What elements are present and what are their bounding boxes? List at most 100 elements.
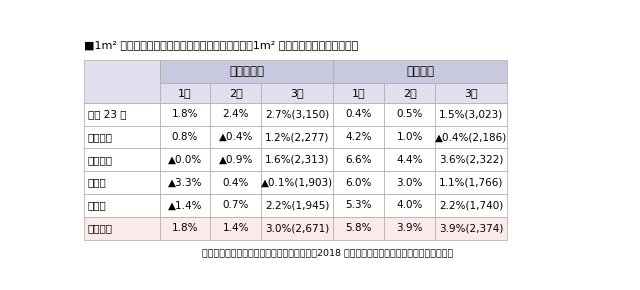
Text: ■1m² あたり成約賃料の前年同月比　（カッコ内：1m² あたり成約賃料、単位円）: ■1m² あたり成約賃料の前年同月比 （カッコ内：1m² あたり成約賃料、単位円… [84,40,358,50]
Bar [333,171,384,194]
Bar [333,194,384,217]
Text: 3.9%: 3.9% [396,223,423,233]
Text: 2月: 2月 [403,88,417,98]
Bar [384,217,435,240]
Bar [159,171,211,194]
Bar [261,217,333,240]
Text: ▲1.4%: ▲1.4% [168,200,202,211]
Bar [84,217,159,240]
Text: 1月: 1月 [178,88,192,98]
Text: 1.4%: 1.4% [223,223,249,233]
Bar [333,126,384,148]
Text: 3月: 3月 [464,88,478,98]
Text: 6.6%: 6.6% [346,155,372,165]
Bar [333,103,384,126]
Bar [159,83,211,103]
Text: 2.4%: 2.4% [223,109,249,119]
Text: 神奈川県: 神奈川県 [88,155,113,165]
Bar [333,217,384,240]
Bar [333,61,507,83]
Text: 3.9%(2,374): 3.9%(2,374) [439,223,503,233]
Text: 1.1%(1,766): 1.1%(1,766) [439,177,503,188]
Bar [435,148,507,171]
Bar [384,103,435,126]
Bar [435,83,507,103]
Bar [84,194,159,217]
Bar [261,194,333,217]
Text: 4.2%: 4.2% [346,132,372,142]
Text: ▲0.0%: ▲0.0% [168,155,202,165]
Bar [159,126,211,148]
Text: ▲0.1%(1,903): ▲0.1%(1,903) [261,177,333,188]
Bar [333,83,384,103]
Text: マンション: マンション [229,65,264,78]
Text: 3.6%(2,322): 3.6%(2,322) [439,155,503,165]
Text: 1.0%: 1.0% [396,132,422,142]
Bar [211,148,261,171]
Bar [384,83,435,103]
Bar [84,103,159,126]
Bar [261,126,333,148]
Text: 千葉県: 千葉県 [88,200,107,211]
Bar [435,126,507,148]
Bar [384,126,435,148]
Bar [84,171,159,194]
Bar [435,171,507,194]
Bar [211,217,261,240]
Bar [211,103,261,126]
Bar [159,61,333,83]
Bar [84,126,159,148]
Bar [435,217,507,240]
Text: 出典：「首都圏の居住用賃貸物件成約動向（2018 年１月、２月、３月）」アットホーム調べ: 出典：「首都圏の居住用賃貸物件成約動向（2018 年１月、２月、３月）」アットホ… [202,249,454,258]
Text: 1.5%(3,023): 1.5%(3,023) [439,109,503,119]
Text: 0.7%: 0.7% [223,200,249,211]
Text: 6.0%: 6.0% [346,177,372,188]
Text: ▲3.3%: ▲3.3% [168,177,202,188]
Text: 0.8%: 0.8% [172,132,198,142]
Bar [211,83,261,103]
Bar [261,83,333,103]
Text: 2.7%(3,150): 2.7%(3,150) [265,109,330,119]
Text: 3.0%: 3.0% [396,177,422,188]
Bar [384,148,435,171]
Bar [84,148,159,171]
Text: 首都圏計: 首都圏計 [88,223,113,233]
Bar [261,148,333,171]
Text: 3.0%(2,671): 3.0%(2,671) [265,223,330,233]
Text: 1.2%(2,277): 1.2%(2,277) [265,132,330,142]
Text: ▲0.9%: ▲0.9% [219,155,253,165]
Text: 0.4%: 0.4% [346,109,372,119]
Bar [384,171,435,194]
Text: 東京 23 区: 東京 23 区 [88,109,127,119]
Text: 1.8%: 1.8% [172,109,198,119]
Text: 0.4%: 0.4% [223,177,249,188]
Bar [435,194,507,217]
Text: 4.0%: 4.0% [396,200,422,211]
Bar [211,171,261,194]
Bar [84,61,159,103]
Bar [384,194,435,217]
Text: 4.4%: 4.4% [396,155,423,165]
Bar [211,126,261,148]
Text: 5.8%: 5.8% [346,223,372,233]
Text: 1月: 1月 [352,88,365,98]
Bar [159,148,211,171]
Text: 東京都下: 東京都下 [88,132,113,142]
Text: アパート: アパート [406,65,435,78]
Bar [159,103,211,126]
Text: 2.2%(1,740): 2.2%(1,740) [439,200,503,211]
Bar [261,103,333,126]
Text: ▲0.4%: ▲0.4% [219,132,253,142]
Bar [159,217,211,240]
Bar [211,194,261,217]
Bar [435,103,507,126]
Text: 1.6%(2,313): 1.6%(2,313) [265,155,330,165]
Text: 1.8%: 1.8% [172,223,198,233]
Bar [261,171,333,194]
Text: 埼玉県: 埼玉県 [88,177,107,188]
Text: 3月: 3月 [291,88,304,98]
Text: 2.2%(1,945): 2.2%(1,945) [265,200,330,211]
Text: 2月: 2月 [229,88,243,98]
Text: 0.5%: 0.5% [396,109,422,119]
Bar [333,148,384,171]
